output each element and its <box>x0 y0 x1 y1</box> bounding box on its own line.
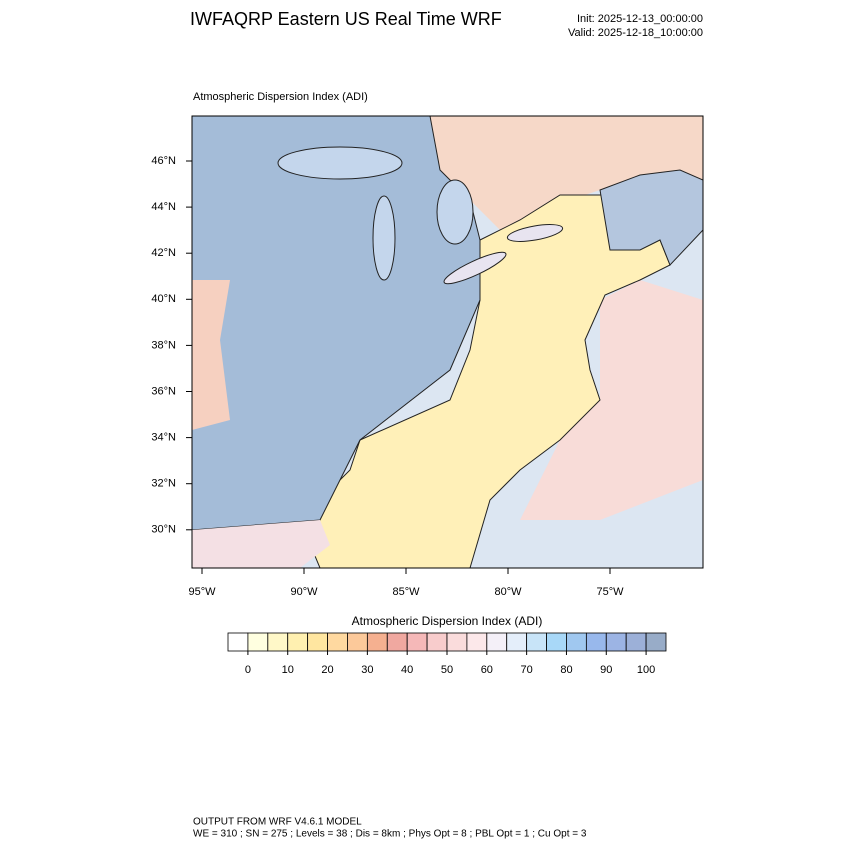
colorbar-box <box>386 632 408 652</box>
colorbar-tick-label: 50 <box>441 664 453 676</box>
lat-label: 46°N <box>151 155 176 167</box>
colorbar-box <box>605 632 627 652</box>
lat-label: 36°N <box>151 385 176 397</box>
colorbar-tick-label: 70 <box>521 664 533 676</box>
lon-label: 75°W <box>596 586 624 598</box>
colorbar-box <box>566 632 587 652</box>
lon-label: 90°W <box>290 586 318 598</box>
lon-label: 95°W <box>188 586 216 598</box>
title: IWFAQRP Eastern US Real Time WRF <box>190 9 502 29</box>
atlantic-region <box>520 280 703 520</box>
lat-label: 32°N <box>151 478 176 490</box>
canada-region <box>430 116 703 230</box>
lon-label: 80°W <box>494 586 522 598</box>
colorbar-tick-label: 0 <box>245 664 251 676</box>
colorbar-box <box>546 632 567 652</box>
colorbar-tick-label: 90 <box>600 664 612 676</box>
colorbar-box <box>267 632 289 652</box>
colorbar-tick-label: 10 <box>282 664 294 676</box>
footer-line: WE = 310 ; SN = 275 ; Levels = 38 ; Dis … <box>193 829 587 840</box>
map-subtitle: Atmospheric Dispersion Index (ADI) <box>193 91 368 103</box>
map-axes: 46°N 44°N 42°N 40°N 38°N 36°N 34°N 32°N 30°N 95°W… <box>151 155 624 598</box>
lat-label: 44°N <box>151 201 176 213</box>
colorbar-box <box>307 632 328 652</box>
colorbar: 0 10 20 30 40 50 60 70 80 90 100 <box>227 632 667 676</box>
gulf-region <box>192 520 330 568</box>
lake-superior <box>277 146 403 180</box>
colorbar-box <box>366 632 388 652</box>
colorbar-box <box>526 632 547 652</box>
lake-michigan <box>372 195 396 281</box>
lon-label: 85°W <box>392 586 420 598</box>
footer-line: OUTPUT FROM WRF V4.6.1 MODEL <box>193 817 362 828</box>
colorbar-box <box>625 632 647 652</box>
colorbar-tick-label: 40 <box>401 664 413 676</box>
lake-erie <box>443 251 507 285</box>
colorbar-tick-label: 60 <box>481 664 493 676</box>
colorbar-tick-label: 80 <box>560 664 572 676</box>
valid-time: Valid: 2025-12-18_10:00:00 <box>568 27 703 39</box>
colorbar-box <box>585 632 607 652</box>
map-frame <box>191 115 704 569</box>
colorbar-box <box>426 632 448 652</box>
colorbar-box <box>446 632 468 652</box>
lat-label: 42°N <box>151 247 176 259</box>
lat-label: 34°N <box>151 432 176 444</box>
colorbar-tick-label: 20 <box>321 664 333 676</box>
colorbar-tick-label: 30 <box>361 664 373 676</box>
colorbar-box <box>506 632 528 652</box>
lake-huron <box>436 179 474 245</box>
lat-label: 30°N <box>151 524 176 536</box>
new-england-land <box>599 169 703 266</box>
colorbar-box <box>227 632 249 652</box>
colorbar-title: Atmospheric Dispersion Index (ADI) <box>352 614 543 628</box>
map <box>192 116 703 568</box>
colorbar-box <box>347 632 368 652</box>
colorbar-box <box>466 632 488 652</box>
lat-label: 38°N <box>151 339 176 351</box>
colorbar-tick-label: 100 <box>637 664 655 676</box>
lake-ontario <box>506 224 564 242</box>
colorbar-box <box>486 632 508 652</box>
colorbar-box <box>645 632 667 652</box>
init-time: Init: 2025-12-13_00:00:00 <box>577 13 703 25</box>
colorbar-box <box>406 632 428 652</box>
colorbar-box <box>327 632 348 652</box>
colorbar-box <box>247 632 269 652</box>
lat-label: 40°N <box>151 293 176 305</box>
plains-patch <box>192 280 230 430</box>
colorbar-box <box>287 632 309 652</box>
